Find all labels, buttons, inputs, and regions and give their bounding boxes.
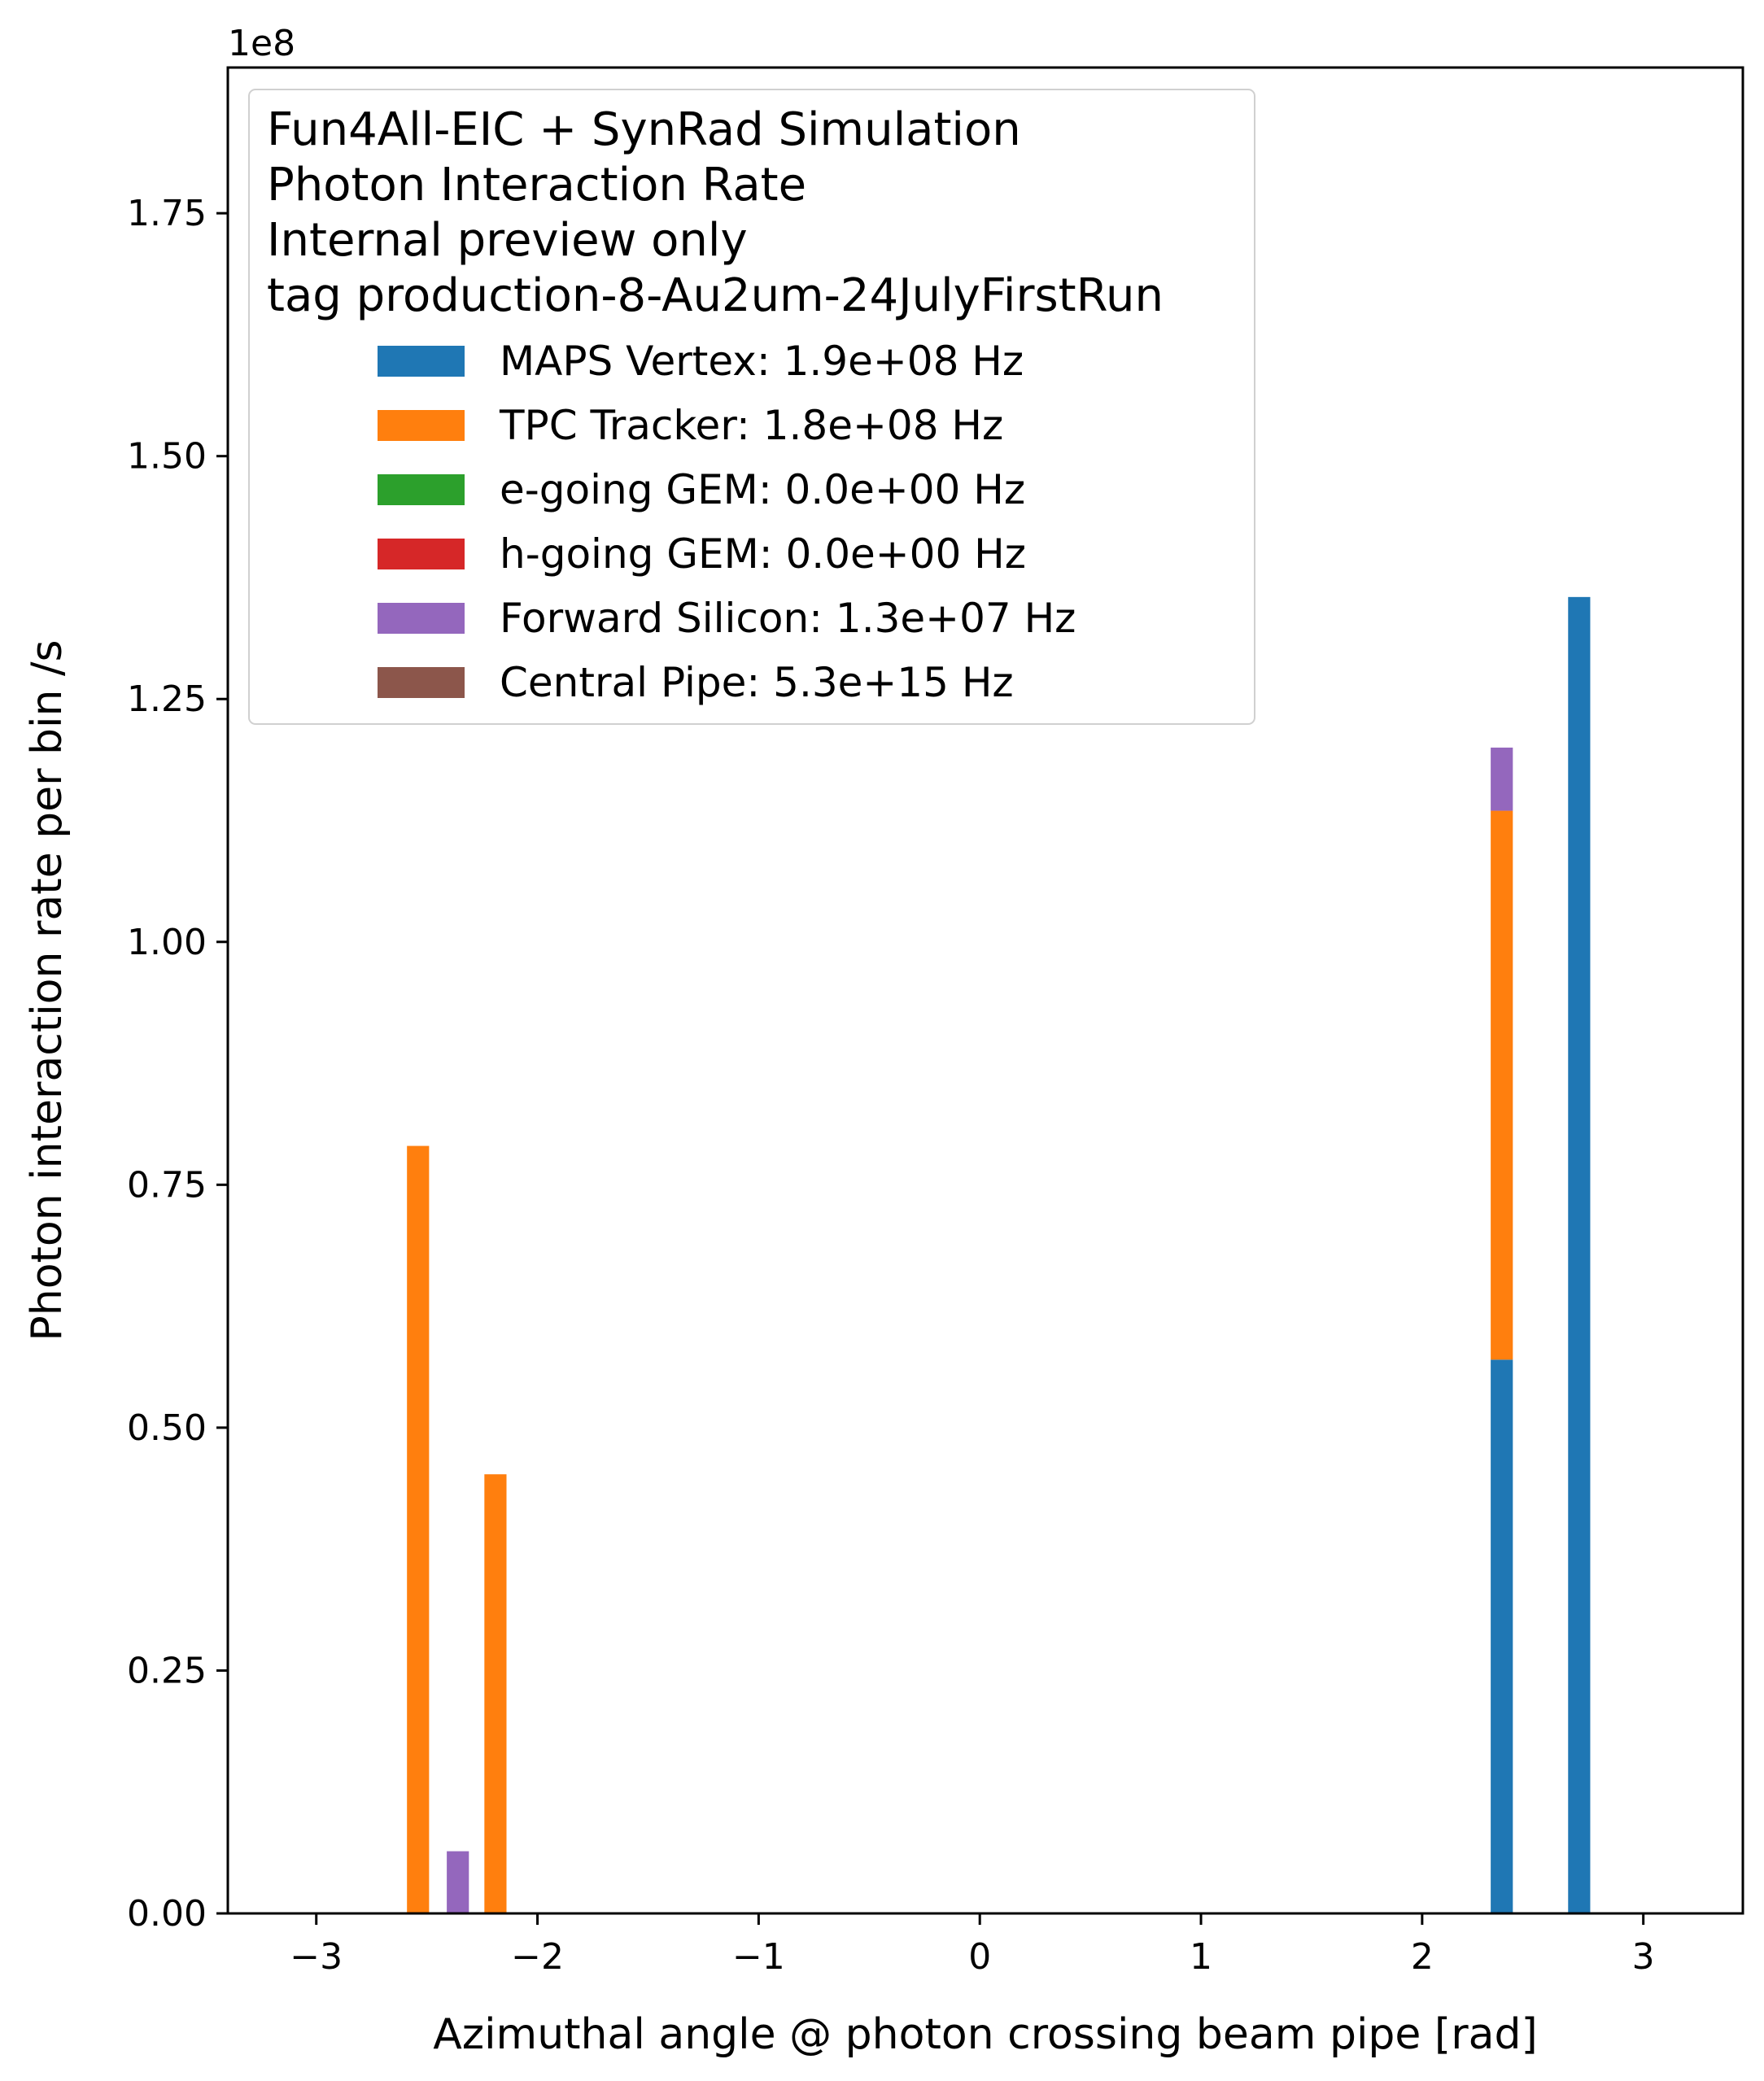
y-tick-label: 1.75 <box>127 193 207 234</box>
bar-series1-bin1 <box>484 1474 507 1913</box>
legend-title-line: Internal preview only <box>267 214 748 267</box>
y-tick-label: 1.50 <box>127 436 207 478</box>
y-tick-label: 0.50 <box>127 1407 207 1449</box>
legend-entry-label: MAPS Vertex: 1.9e+08 Hz <box>500 338 1024 385</box>
legend-swatch <box>378 539 465 569</box>
x-tick-label: 3 <box>1632 1936 1655 1978</box>
x-axis-label: Azimuthal angle @ photon crossing beam p… <box>433 2010 1538 2059</box>
legend-entry-label: h-going GEM: 0.0e+00 Hz <box>500 530 1026 578</box>
bar-series4-bin1 <box>1491 747 1513 811</box>
legend-title-line: Photon Interaction Rate <box>267 159 806 212</box>
legend-swatch <box>378 474 465 505</box>
legend-swatch <box>378 346 465 377</box>
bar-series0-bin1 <box>1568 596 1591 1913</box>
y-axis-offset-label: 1e8 <box>228 23 295 64</box>
y-tick-label: 0.00 <box>127 1893 207 1935</box>
y-tick-label: 1.25 <box>127 678 207 720</box>
y-tick-label: 0.75 <box>127 1164 207 1206</box>
legend-title-line: Fun4All-EIC + SynRad Simulation <box>267 103 1021 156</box>
legend-entry-label: Central Pipe: 5.3e+15 Hz <box>500 659 1014 706</box>
x-tick-label: −1 <box>732 1936 785 1978</box>
x-tick-label: 2 <box>1411 1936 1434 1978</box>
bar-series0-bin0 <box>1491 1359 1513 1913</box>
legend-entry-label: TPC Tracker: 1.8e+08 Hz <box>499 402 1003 449</box>
legend-title-line: tag production-8-Au2um-24JulyFirstRun <box>267 269 1164 322</box>
x-tick-label: 0 <box>968 1936 991 1978</box>
y-tick-label: 0.25 <box>127 1650 207 1691</box>
legend-swatch <box>378 667 465 698</box>
legend-entry-label: Forward Silicon: 1.3e+07 Hz <box>500 595 1076 642</box>
bars-layer <box>407 596 1591 1913</box>
bar-series1-bin2 <box>1491 810 1513 1360</box>
legend-box <box>248 89 1255 725</box>
x-tick-label: −2 <box>511 1936 564 1978</box>
bar-series4-bin0 <box>447 1851 469 1913</box>
legend-swatch <box>378 603 465 634</box>
y-tick-label: 1.00 <box>127 922 207 963</box>
y-axis: 0.00 0.25 0.50 0.75 1.00 1.25 1.50 1.75 <box>127 193 228 1935</box>
legend-entry-label: e-going GEM: 0.0e+00 Hz <box>500 466 1025 513</box>
plot-area-frame <box>226 66 1744 1915</box>
x-tick-label: 1 <box>1190 1936 1212 1978</box>
y-axis-label: Photon interaction rate per bin /s <box>23 639 72 1341</box>
legend-swatch <box>378 410 465 441</box>
x-axis: −3 −2 −1 0 1 2 3 <box>290 1913 1655 1978</box>
x-tick-label: −3 <box>290 1936 343 1978</box>
bar-series1-bin0 <box>407 1145 430 1913</box>
